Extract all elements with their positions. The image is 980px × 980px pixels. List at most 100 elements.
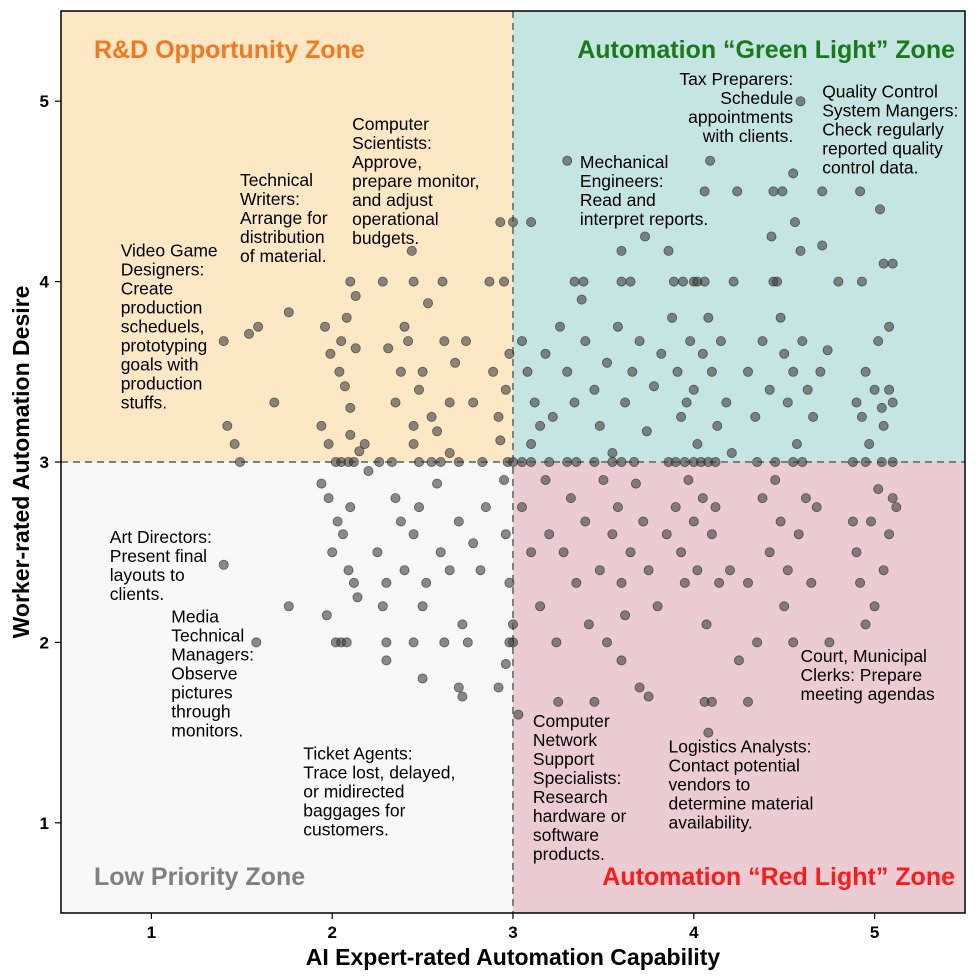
data-point (348, 577, 359, 588)
annotation-line: customers. (303, 820, 389, 840)
data-point (788, 456, 799, 467)
annotation-line: prepare monitor, (352, 171, 479, 191)
data-point (800, 493, 811, 504)
annotation-line: Tax Preparers: (679, 69, 793, 89)
data-point (667, 312, 678, 323)
data-point (377, 601, 388, 612)
annotation-line: Check regularly (822, 120, 944, 140)
data-point (764, 384, 775, 395)
data-point (757, 336, 768, 347)
data-point (399, 321, 410, 332)
data-point (891, 502, 902, 513)
data-point (860, 366, 871, 377)
data-point (218, 336, 229, 347)
annotation-line: hardware or (533, 806, 627, 826)
data-point (439, 336, 450, 347)
data-point (887, 258, 898, 269)
data-point (743, 696, 754, 707)
annotation-line: Video Game (121, 240, 218, 260)
data-point (602, 357, 613, 368)
data-point (589, 384, 600, 395)
annotation-line: interpret reports. (580, 209, 708, 229)
data-point (715, 336, 726, 347)
data-point (811, 502, 822, 513)
data-point (504, 637, 515, 648)
data-point (395, 516, 406, 527)
data-point (775, 312, 786, 323)
data-point (607, 447, 618, 458)
annotation-line: Managers: (171, 645, 254, 665)
data-point (336, 336, 347, 347)
data-point (562, 155, 573, 166)
annotation-label: Art Directors: Present final layouts to cli… (110, 527, 212, 604)
annotation-line: Contact potential (669, 755, 800, 775)
data-point (500, 529, 511, 540)
annotation-line: availability. (669, 812, 753, 832)
annotation-line: and adjust (352, 190, 433, 210)
data-point (526, 217, 537, 228)
data-point (437, 276, 448, 287)
annotation-line: stuffs. (121, 392, 167, 412)
data-point (706, 696, 717, 707)
data-point (598, 474, 609, 485)
data-point (612, 321, 623, 332)
data-point (692, 565, 703, 576)
annotation-line: distribution (240, 227, 325, 247)
data-point (750, 411, 761, 422)
data-point (764, 547, 775, 558)
data-point (283, 307, 294, 318)
data-point (629, 456, 640, 467)
data-point (341, 312, 352, 323)
zone-titles: R&D Opportunity Zone Automation “Green Li… (94, 36, 955, 891)
data-point (824, 637, 835, 648)
data-point (450, 357, 461, 368)
data-point (504, 577, 515, 588)
data-point (345, 402, 356, 413)
data-point (630, 478, 641, 489)
annotation-line: Writers: (240, 189, 300, 209)
data-point (475, 565, 486, 576)
data-point (517, 502, 528, 513)
data-point (507, 456, 518, 467)
data-point (444, 565, 455, 576)
data-point (779, 348, 790, 359)
data-point (457, 691, 468, 702)
data-point (477, 456, 488, 467)
data-point (697, 493, 708, 504)
data-point (381, 577, 392, 588)
data-point (726, 447, 737, 458)
data-point (791, 438, 802, 449)
x-tick-label: 3 (508, 923, 517, 942)
data-point (319, 321, 330, 332)
annotation-line: vendors to (669, 774, 751, 794)
annotation-line: layouts to (110, 565, 185, 585)
data-point (460, 336, 471, 347)
data-point (790, 217, 801, 228)
data-point (435, 456, 446, 467)
annotation-line: baggages for (303, 801, 405, 821)
data-point (390, 397, 401, 408)
data-point (661, 529, 672, 540)
data-point (339, 381, 350, 392)
data-point (793, 529, 804, 540)
data-point (678, 276, 689, 287)
data-point (808, 411, 819, 422)
data-point (815, 366, 826, 377)
data-point (620, 610, 631, 621)
data-point (643, 565, 654, 576)
data-point (580, 516, 591, 527)
annotation-line: production (121, 297, 203, 317)
data-point (627, 366, 638, 377)
data-point (817, 240, 828, 251)
data-point (679, 577, 690, 588)
data-point (243, 328, 254, 339)
data-point (688, 384, 699, 395)
data-point (589, 696, 600, 707)
annotation-label: Court, Municipal Clerks: Prepare meeting a… (801, 646, 936, 704)
data-point (504, 348, 515, 359)
data-point (788, 366, 799, 377)
data-point (855, 186, 866, 197)
data-point (343, 565, 354, 576)
data-point (417, 366, 428, 377)
data-point (555, 321, 566, 332)
